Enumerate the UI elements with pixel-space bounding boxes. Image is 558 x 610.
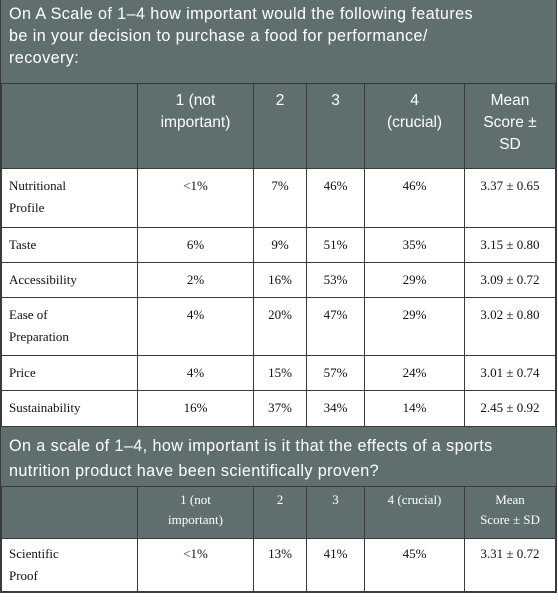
cell-3: 51% (306, 227, 365, 263)
cell-1: 6% (137, 227, 254, 263)
header-feature (1, 486, 138, 539)
cell-2: 20% (253, 297, 307, 356)
cell-4: 14% (364, 390, 465, 427)
feature-line: Profile (9, 200, 45, 215)
cell-4: 35% (364, 227, 465, 263)
header-2: 2 (253, 83, 307, 169)
cell-1: <1% (137, 538, 254, 592)
question-1-line: On A Scale of 1–4 how important would th… (9, 5, 474, 23)
header-3: 3 (306, 486, 365, 539)
header-text: 4 (crucial) (387, 492, 442, 507)
table-row: Taste 6% 9% 51% 35% 3.15 ± 0.80 (1, 227, 556, 263)
header-not-important: 1 (not important) (137, 486, 254, 539)
scientific-proof-table: 1 (not important) 2 3 4 (crucial) Mean S… (1, 486, 556, 592)
header-text: 2 (275, 92, 285, 109)
cell-1: <1% (137, 168, 254, 228)
scientific-header-row: 1 (not important) 2 3 4 (crucial) Mean S… (1, 486, 556, 539)
header-text: 4 (410, 92, 419, 109)
cell-mean: 2.45 ± 0.92 (464, 390, 556, 427)
header-text: 1 (not (175, 92, 216, 109)
feature-name: Scientific Proof (1, 538, 138, 592)
feature-line: Preparation (9, 329, 69, 344)
feature-name: Taste (1, 227, 138, 263)
features-header-row: 1 (not important) 2 3 4 (crucial) Mean S… (1, 83, 556, 169)
cell-3: 57% (306, 355, 365, 391)
header-text: 1 (not (180, 492, 211, 507)
header-text: Score ± (483, 114, 537, 131)
cell-mean: 3.15 ± 0.80 (464, 227, 556, 263)
cell-4: 29% (364, 262, 465, 298)
header-text: important) (168, 512, 223, 527)
question-2-line: On a scale of 1–4, how important is it t… (9, 437, 493, 455)
cell-mean: 3.09 ± 0.72 (464, 262, 556, 298)
header-text: 2 (276, 492, 284, 507)
cell-4: 29% (364, 297, 465, 356)
cell-2: 9% (253, 227, 307, 263)
cell-3: 46% (306, 168, 365, 228)
feature-line: Nutritional (9, 178, 67, 193)
cell-4: 45% (364, 538, 465, 592)
header-3: 3 (306, 83, 365, 169)
cell-2: 7% (253, 168, 307, 228)
features-table: 1 (not important) 2 3 4 (crucial) Mean S… (1, 83, 556, 427)
question-1-banner: On A Scale of 1–4 how important would th… (1, 0, 556, 83)
cell-1: 2% (137, 262, 254, 298)
cell-3: 41% (306, 538, 365, 592)
cell-4: 24% (364, 355, 465, 391)
survey-table: On A Scale of 1–4 how important would th… (0, 0, 557, 593)
header-text: SD (499, 136, 521, 153)
header-mean-score: Mean Score ± SD (464, 83, 556, 169)
header-mean-score: Mean Score ± SD (464, 486, 556, 539)
table-row: Ease of Preparation 4% 20% 47% 29% 3.02 ±… (1, 297, 556, 356)
cell-mean: 3.31 ± 0.72 (464, 538, 556, 592)
cell-4: 46% (364, 168, 465, 228)
header-text: 3 (331, 92, 340, 109)
table-row: Sustainability 16% 37% 34% 14% 2.45 ± 0.… (1, 390, 556, 427)
feature-name: Nutritional Profile (1, 168, 138, 228)
header-text: Score ± SD (480, 512, 540, 527)
header-text: (crucial) (386, 114, 443, 131)
question-1-line: recovery: (9, 49, 80, 67)
header-crucial: 4 (crucial) (364, 83, 465, 169)
cell-1: 4% (137, 355, 254, 391)
header-text: important) (160, 114, 231, 131)
cell-3: 53% (306, 262, 365, 298)
feature-name: Ease of Preparation (1, 297, 138, 356)
header-feature (1, 83, 138, 169)
table-row: Scientific Proof <1% 13% 41% 45% 3.31 ± 0… (1, 538, 556, 592)
cell-2: 13% (253, 538, 307, 592)
feature-line: Scientific (9, 546, 59, 561)
feature-line: Ease of (9, 307, 48, 322)
table-row: Price 4% 15% 57% 24% 3.01 ± 0.74 (1, 355, 556, 391)
question-1-line: be in your decision to purchase a food f… (9, 27, 428, 45)
feature-name: Accessibility (1, 262, 138, 298)
header-text: Mean (495, 492, 525, 507)
cell-2: 37% (253, 390, 307, 427)
cell-3: 34% (306, 390, 365, 427)
cell-2: 15% (253, 355, 307, 391)
cell-mean: 3.37 ± 0.65 (464, 168, 556, 228)
table-row: Accessibility 2% 16% 53% 29% 3.09 ± 0.72 (1, 262, 556, 298)
header-not-important: 1 (not important) (137, 83, 254, 169)
cell-1: 16% (137, 390, 254, 427)
table-row: Nutritional Profile <1% 7% 46% 46% 3.37 ±… (1, 168, 556, 228)
header-2: 2 (253, 486, 307, 539)
cell-3: 47% (306, 297, 365, 356)
cell-1: 4% (137, 297, 254, 356)
cell-mean: 3.01 ± 0.74 (464, 355, 556, 391)
question-2-banner: On a scale of 1–4, how important is it t… (1, 427, 556, 486)
feature-line: Proof (9, 568, 38, 583)
feature-name: Price (1, 355, 138, 391)
header-text: Mean (490, 92, 530, 109)
cell-mean: 3.02 ± 0.80 (464, 297, 556, 356)
cell-2: 16% (253, 262, 307, 298)
header-crucial: 4 (crucial) (364, 486, 465, 539)
feature-name: Sustainability (1, 390, 138, 427)
question-2-line: nutrition product have been scientifical… (9, 462, 380, 480)
header-text: 3 (332, 492, 339, 507)
